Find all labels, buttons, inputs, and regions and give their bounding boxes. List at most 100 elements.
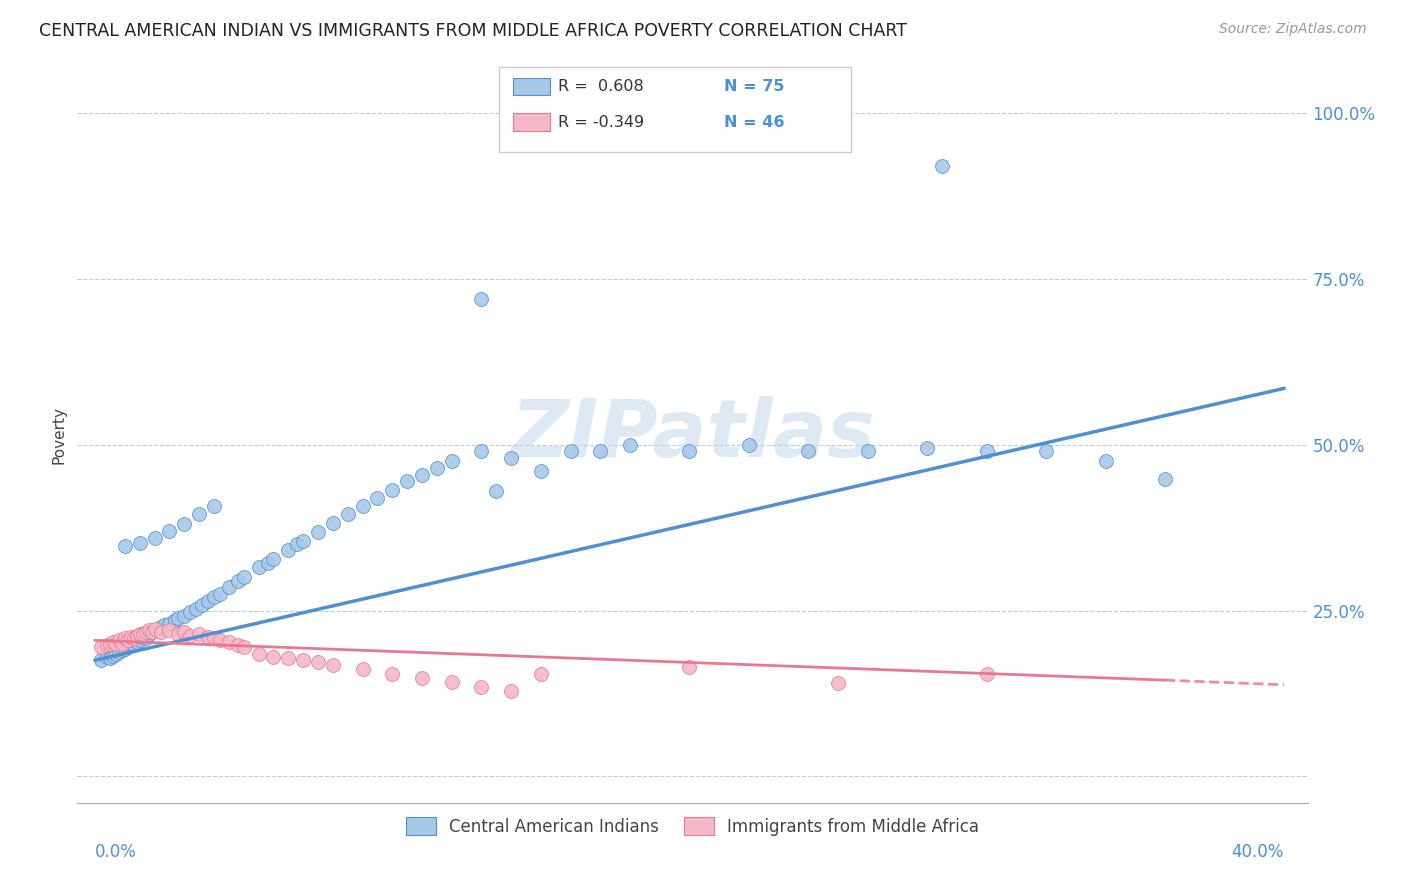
Point <box>396 475 419 489</box>
Text: R = -0.349: R = -0.349 <box>558 115 644 129</box>
Point <box>440 675 463 690</box>
Point <box>197 593 219 607</box>
Point <box>411 671 433 685</box>
Point <box>285 537 308 551</box>
Point <box>292 653 315 667</box>
Point <box>173 624 195 639</box>
Point <box>120 630 142 644</box>
Point <box>218 580 240 594</box>
Point <box>262 649 284 664</box>
Point <box>202 632 225 646</box>
Point <box>179 629 201 643</box>
Point <box>138 624 160 638</box>
Point <box>90 640 112 654</box>
Point <box>827 676 849 690</box>
Y-axis label: Poverty: Poverty <box>51 406 66 464</box>
Point <box>125 635 148 649</box>
Point <box>1154 472 1177 486</box>
Point <box>179 605 201 619</box>
Point <box>411 467 433 482</box>
Point <box>135 632 157 646</box>
Point <box>678 444 700 458</box>
Point <box>440 454 463 468</box>
Point <box>226 574 249 588</box>
Point <box>307 525 329 540</box>
Point <box>135 624 157 639</box>
Point <box>114 642 136 657</box>
Point <box>226 638 249 652</box>
Point <box>470 444 492 458</box>
Point <box>530 464 553 478</box>
Point <box>381 483 404 497</box>
Point <box>247 560 270 574</box>
Point <box>149 624 172 639</box>
Point <box>501 451 523 466</box>
Point <box>277 651 299 665</box>
Point <box>738 438 761 452</box>
Point <box>101 635 124 649</box>
Point <box>530 666 553 681</box>
Point <box>976 444 998 458</box>
Point <box>131 630 153 644</box>
Point <box>122 632 145 646</box>
Point <box>232 640 254 654</box>
Point <box>856 444 879 458</box>
Point <box>188 508 211 522</box>
Point <box>120 637 142 651</box>
Point <box>90 653 112 667</box>
Point <box>560 444 582 458</box>
Point <box>202 499 225 513</box>
Point <box>1094 454 1116 468</box>
Point <box>277 542 299 557</box>
Text: N = 46: N = 46 <box>724 115 785 129</box>
Point <box>352 499 374 513</box>
Point <box>186 602 208 616</box>
Text: N = 75: N = 75 <box>724 79 785 94</box>
Point <box>152 618 174 632</box>
Point <box>101 648 124 663</box>
Point <box>138 626 160 640</box>
Point <box>128 633 150 648</box>
Text: 40.0%: 40.0% <box>1232 843 1284 862</box>
Point <box>381 666 404 681</box>
Point <box>108 645 131 659</box>
Point <box>96 638 118 652</box>
Point <box>117 640 139 654</box>
Text: 0.0%: 0.0% <box>96 843 136 862</box>
Point <box>256 556 278 570</box>
Point <box>678 660 700 674</box>
Point <box>322 657 344 672</box>
Point <box>104 647 127 661</box>
Point <box>111 637 134 651</box>
Point <box>322 516 344 530</box>
Point <box>108 633 131 648</box>
Point <box>111 643 134 657</box>
Point <box>159 624 181 638</box>
Point <box>98 637 121 651</box>
Point <box>915 441 938 455</box>
Point <box>125 629 148 643</box>
Point <box>165 614 187 628</box>
Point <box>128 626 150 640</box>
Point <box>96 649 118 664</box>
Point <box>143 622 166 636</box>
Point <box>131 626 153 640</box>
Point <box>191 599 214 613</box>
Point <box>470 292 492 306</box>
Point <box>114 539 136 553</box>
Point <box>114 632 136 646</box>
Point <box>501 684 523 698</box>
Point <box>366 491 388 505</box>
Point <box>218 635 240 649</box>
Point <box>208 633 231 648</box>
Point <box>976 666 998 681</box>
Point <box>173 517 195 532</box>
Point <box>589 444 612 458</box>
Point <box>485 484 508 499</box>
Text: R =  0.608: R = 0.608 <box>558 79 644 94</box>
Point <box>98 651 121 665</box>
Point <box>143 624 166 638</box>
Point <box>232 570 254 584</box>
Point <box>197 630 219 644</box>
Point <box>352 662 374 676</box>
